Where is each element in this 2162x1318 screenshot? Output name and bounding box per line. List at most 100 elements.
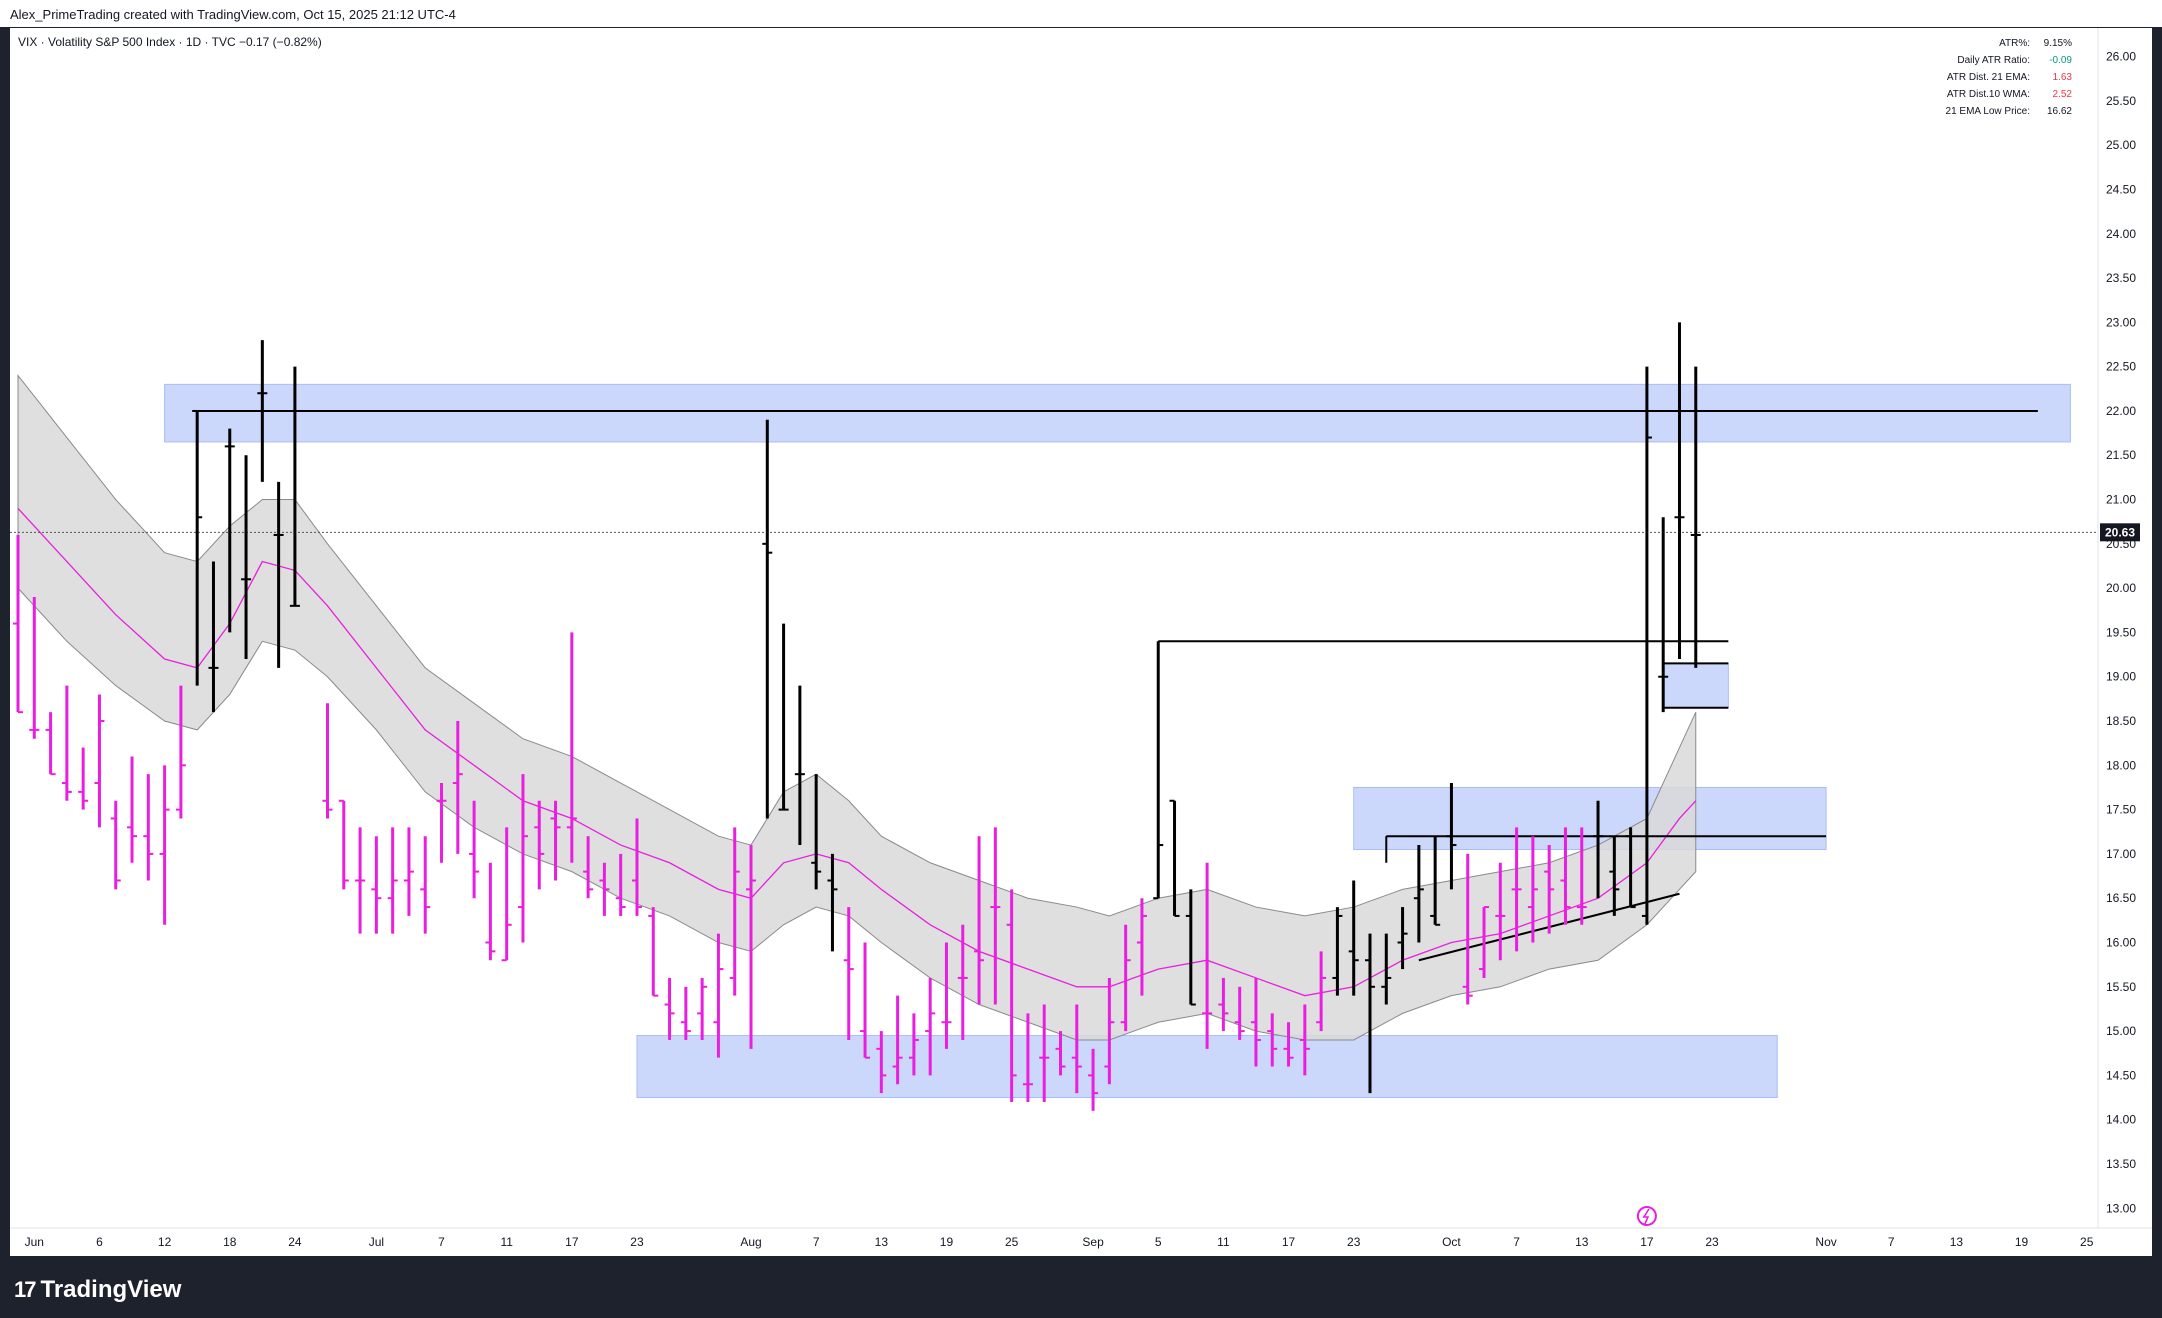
ohlc-bar[interactable]: [1381, 933, 1392, 1005]
ohlc-bar[interactable]: [1625, 827, 1636, 909]
ohlc-bar[interactable]: [78, 747, 89, 810]
ohlc-bar[interactable]: [1511, 827, 1522, 952]
ohlc-bar[interactable]: [1332, 907, 1343, 996]
ohlc-bar[interactable]: [1202, 862, 1213, 1049]
ohlc-bar[interactable]: [615, 853, 626, 916]
ohlc-bar[interactable]: [1153, 641, 1164, 900]
ohlc-bar[interactable]: [1120, 924, 1131, 1032]
ohlc-bar[interactable]: [1446, 783, 1457, 890]
ohlc-bar[interactable]: [1267, 1013, 1278, 1067]
ohlc-bar[interactable]: [908, 1013, 919, 1076]
ohlc-bar[interactable]: [13, 534, 23, 714]
ohlc-bar[interactable]: [159, 765, 170, 925]
ohlc-bar[interactable]: [289, 366, 300, 607]
ohlc-bar[interactable]: [1218, 977, 1229, 1032]
ohlc-bar[interactable]: [1185, 889, 1196, 1006]
ohlc-bar[interactable]: [1088, 1048, 1099, 1111]
ohlc-bar[interactable]: [1690, 366, 1701, 668]
ohlc-bar[interactable]: [1022, 1013, 1033, 1102]
ohlc-bar[interactable]: [452, 721, 463, 854]
ohlc-bar[interactable]: [746, 845, 757, 1049]
ohlc-bar[interactable]: [1250, 977, 1261, 1067]
ohlc-bar[interactable]: [1641, 366, 1652, 925]
ohlc-bar[interactable]: [1576, 827, 1587, 925]
ohlc-bar[interactable]: [876, 1031, 887, 1094]
ohlc-bar[interactable]: [1397, 907, 1408, 970]
ohlc-bar[interactable]: [45, 712, 56, 776]
ohlc-bar[interactable]: [469, 800, 480, 899]
ohlc-bar[interactable]: [925, 977, 936, 1076]
ohlc-bar[interactable]: [778, 623, 789, 811]
ohlc-bar[interactable]: [892, 995, 903, 1085]
ohlc-bar[interactable]: [664, 977, 675, 1040]
ohlc-bar[interactable]: [1658, 517, 1669, 713]
ohlc-bar[interactable]: [517, 774, 528, 943]
ohlc-bar[interactable]: [1234, 986, 1245, 1040]
ohlc-bar[interactable]: [1479, 906, 1490, 978]
ohlc-bar[interactable]: [648, 907, 659, 997]
ohlc-bar[interactable]: [1169, 799, 1180, 917]
ohlc-bar[interactable]: [355, 827, 366, 934]
ohlc-bar[interactable]: [1104, 977, 1115, 1085]
ohlc-bar[interactable]: [175, 685, 186, 819]
ohlc-bar[interactable]: [794, 685, 805, 846]
ohlc-bar[interactable]: [827, 853, 838, 952]
ohlc-bar[interactable]: [762, 419, 773, 819]
ohlc-bar[interactable]: [241, 455, 252, 660]
ohlc-bar[interactable]: [713, 933, 724, 1058]
ohlc-bar[interactable]: [957, 924, 968, 1040]
ohlc-bar[interactable]: [273, 481, 284, 668]
ohlc-bar[interactable]: [501, 827, 512, 962]
ohlc-bar[interactable]: [1674, 322, 1685, 660]
ohlc-bar[interactable]: [208, 561, 219, 713]
ohlc-bar[interactable]: [1136, 898, 1147, 996]
ohlc-bar[interactable]: [631, 818, 642, 916]
ohlc-bar[interactable]: [1495, 862, 1506, 961]
ohlc-bar[interactable]: [599, 862, 610, 916]
ohlc-bar[interactable]: [1283, 1022, 1294, 1067]
ohlc-bar[interactable]: [94, 694, 105, 828]
ohlc-bar[interactable]: [436, 783, 447, 863]
ohlc-bar[interactable]: [29, 596, 40, 739]
ohlc-bar[interactable]: [143, 774, 154, 881]
ohlc-bar[interactable]: [1527, 836, 1538, 943]
ohlc-bar[interactable]: [1609, 836, 1620, 916]
ohlc-bar[interactable]: [403, 827, 414, 916]
symbol-legend[interactable]: VIX · Volatility S&P 500 Index · 1D · TV…: [18, 35, 322, 49]
ohlc-bar[interactable]: [1039, 1004, 1050, 1102]
ohlc-bar[interactable]: [550, 800, 561, 881]
ohlc-bar[interactable]: [257, 340, 268, 482]
price-chart[interactable]: 13.00 13.50 14.00 14.50 15.00 15.50 16.00 16.50…: [10, 28, 2152, 1256]
ohlc-bar[interactable]: [127, 756, 138, 863]
ohlc-bar[interactable]: [1430, 836, 1441, 926]
ohlc-bar[interactable]: [1593, 800, 1604, 899]
ohlc-bar[interactable]: [1299, 1004, 1310, 1076]
ohlc-bar[interactable]: [420, 836, 431, 934]
ohlc-bar[interactable]: [941, 942, 952, 1049]
ohlc-bar[interactable]: [990, 827, 1001, 1005]
tradingview-logo[interactable]: 17 TradingView: [14, 1276, 181, 1304]
ohlc-bar[interactable]: [1348, 880, 1359, 996]
ohlc-bar[interactable]: [811, 774, 822, 890]
ohlc-bar[interactable]: [61, 685, 72, 801]
ohlc-bar[interactable]: [1006, 889, 1017, 1102]
ohlc-bar[interactable]: [680, 986, 691, 1040]
ohlc-bar[interactable]: [534, 800, 545, 890]
ohlc-bar[interactable]: [322, 703, 333, 819]
ohlc-bar[interactable]: [1560, 827, 1571, 925]
ohlc-bar[interactable]: [697, 977, 708, 1040]
ohlc-bar[interactable]: [974, 836, 985, 1005]
ohlc-bar[interactable]: [566, 632, 577, 863]
ohlc-bar[interactable]: [192, 409, 203, 686]
ohlc-bar[interactable]: [583, 836, 594, 899]
ohlc-bar[interactable]: [1462, 853, 1473, 1005]
ohlc-bar[interactable]: [1413, 845, 1424, 943]
ohlc-bar[interactable]: [485, 862, 496, 961]
ohlc-bar[interactable]: [1055, 1031, 1066, 1076]
ohlc-bar[interactable]: [860, 942, 871, 1059]
ohlc-bar[interactable]: [224, 428, 235, 633]
ohlc-bar[interactable]: [843, 907, 854, 1040]
ohlc-bar[interactable]: [1071, 1004, 1082, 1094]
chart-area[interactable]: 13.00 13.50 14.00 14.50 15.00 15.50 16.00 16.50…: [10, 28, 2152, 1256]
ohlc-bar[interactable]: [1544, 845, 1555, 934]
